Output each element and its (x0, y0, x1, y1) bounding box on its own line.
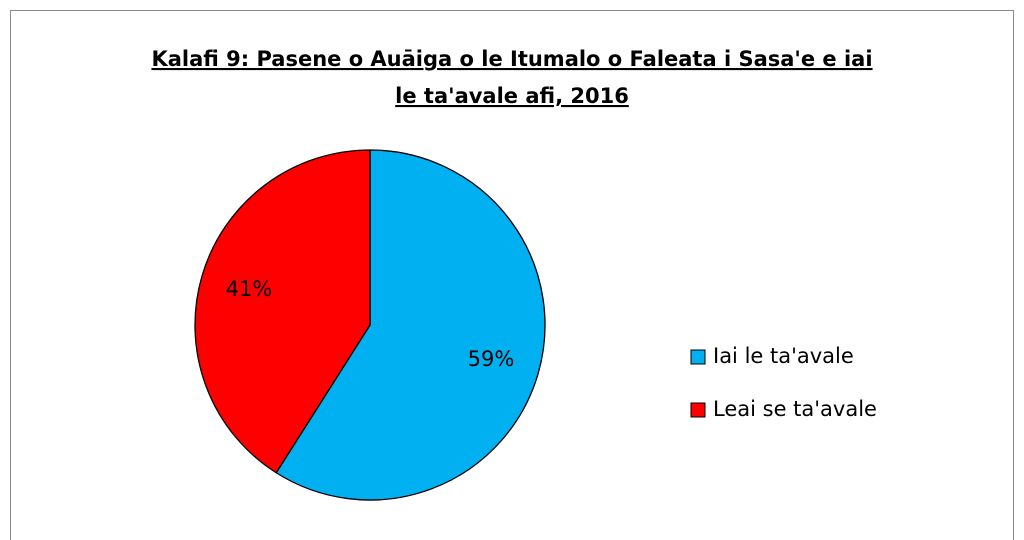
chart-title: le ta'avale afi, 2016 (395, 84, 629, 108)
data-label: 59% (468, 347, 515, 371)
chart-title: Kalafi 9: Pasene o Auāiga o le Itumalo o… (151, 47, 872, 71)
chart-border (10, 10, 1014, 540)
data-label: 41% (226, 277, 273, 301)
pie-slice (194, 149, 371, 474)
legend-label: Iai le ta'avale (713, 344, 854, 368)
legend-swatch (690, 349, 706, 365)
legend-label: Leai se ta'avale (713, 397, 877, 421)
legend-swatch (690, 402, 706, 418)
pie-slice (275, 149, 546, 501)
